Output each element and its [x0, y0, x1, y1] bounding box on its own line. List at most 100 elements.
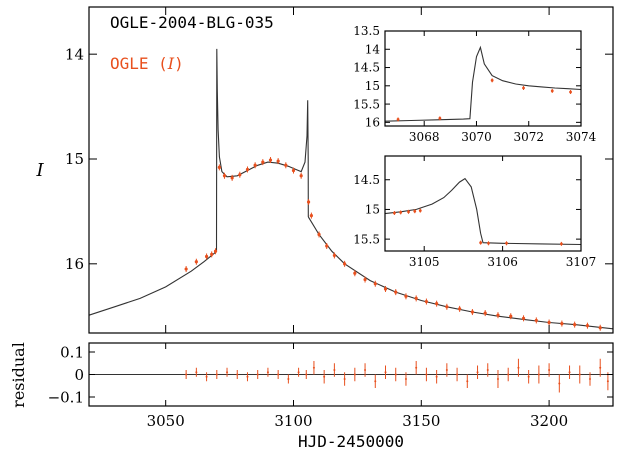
x-tick-label: 3068	[409, 130, 440, 144]
data-point	[418, 209, 422, 213]
x-tick-label: 3070	[461, 130, 492, 144]
data-point	[560, 242, 563, 246]
data-point	[373, 282, 377, 286]
data-point	[527, 375, 530, 378]
data-point	[407, 210, 410, 214]
data-point	[374, 380, 377, 383]
data-point	[599, 366, 602, 369]
data-point	[413, 209, 417, 213]
x-tick-label: 3200	[530, 412, 568, 430]
data-point	[394, 290, 398, 294]
data-point	[245, 167, 250, 172]
data-point	[217, 165, 221, 169]
y-tick-label: 14	[65, 45, 84, 63]
data-point	[364, 369, 367, 371]
data-point	[560, 321, 564, 326]
data-point	[507, 373, 510, 376]
data-point	[261, 160, 265, 164]
inset-1-model-curve	[384, 45, 582, 122]
main-frame	[88, 6, 614, 334]
x-tick-label: 3106	[487, 255, 518, 269]
legend-label-text: OGLE (	[110, 54, 168, 73]
data-point	[470, 310, 475, 314]
data-point	[363, 277, 367, 282]
data-point	[185, 373, 188, 376]
main-y-axis-label: I	[35, 160, 44, 181]
y-tick-label: 16	[65, 255, 84, 273]
data-point	[317, 232, 321, 237]
data-point	[305, 373, 308, 376]
inset-1-frame	[384, 30, 582, 127]
data-point	[333, 369, 336, 371]
y-tick-label: 13.5	[353, 24, 380, 38]
data-point	[445, 305, 449, 309]
inset-2-data-points	[393, 208, 563, 246]
y-tick-label: 0	[74, 366, 84, 384]
legend-band-text: I	[167, 54, 175, 73]
data-point	[236, 373, 239, 376]
data-point	[598, 326, 602, 330]
inset-2-background	[385, 156, 581, 251]
data-point	[266, 371, 269, 374]
data-point	[394, 373, 397, 376]
data-point	[521, 316, 526, 320]
data-point	[414, 296, 418, 301]
inset-2-model-curve	[384, 177, 582, 246]
data-point	[547, 320, 551, 325]
data-point	[184, 267, 188, 271]
data-point	[509, 314, 513, 318]
data-point	[588, 378, 591, 380]
y-tick-label: 0.1	[60, 343, 84, 361]
data-point	[435, 302, 439, 306]
legend-close-text: )	[174, 54, 184, 73]
data-point	[522, 86, 525, 90]
main-data-points	[184, 157, 602, 331]
data-point	[325, 244, 329, 248]
data-point	[399, 211, 403, 214]
y-tick-label: 15	[365, 79, 380, 93]
data-point	[291, 168, 296, 173]
y-tick-label: 15.5	[353, 232, 380, 246]
data-point	[353, 271, 357, 275]
x-tick-label: 3050	[147, 412, 185, 430]
data-point	[226, 371, 229, 374]
data-point	[534, 318, 538, 323]
data-point	[194, 260, 198, 264]
residual-ticks: 3050 3100 3150 3200 0.1 0 −0.1	[48, 343, 613, 430]
residual-panel: 3050 3100 3150 3200 0.1 0 −0.1 residual HJD-24…	[9, 342, 614, 451]
data-point	[299, 174, 303, 178]
data-point	[490, 78, 494, 82]
y-tick-label: 15.5	[353, 97, 380, 111]
data-point	[548, 369, 551, 371]
y-tick-label: −0.1	[48, 388, 84, 406]
data-point	[222, 174, 227, 178]
data-point	[230, 176, 234, 180]
data-point	[238, 173, 242, 177]
data-point	[332, 253, 336, 258]
data-point	[323, 375, 326, 378]
data-point	[435, 375, 438, 378]
data-point	[253, 163, 257, 167]
inset-2-frame	[384, 155, 582, 252]
model-curve-line	[384, 45, 582, 122]
x-axis-label: HJD-2450000	[298, 432, 404, 451]
data-point	[246, 375, 249, 378]
x-tick-label: 3072	[513, 130, 544, 144]
x-tick-label: 3100	[274, 412, 312, 430]
data-point	[396, 118, 400, 121]
data-point	[425, 373, 428, 376]
data-point	[404, 294, 408, 298]
data-point	[309, 213, 313, 218]
data-point	[445, 369, 448, 371]
residual-y-axis-label: residual	[9, 342, 28, 408]
data-point	[415, 366, 418, 369]
data-point	[483, 311, 487, 315]
data-point	[550, 89, 554, 93]
data-point	[297, 371, 300, 374]
data-point	[568, 371, 571, 374]
main-ticks: 14 15 16	[65, 7, 613, 333]
data-point	[458, 307, 462, 311]
data-point	[384, 371, 387, 374]
